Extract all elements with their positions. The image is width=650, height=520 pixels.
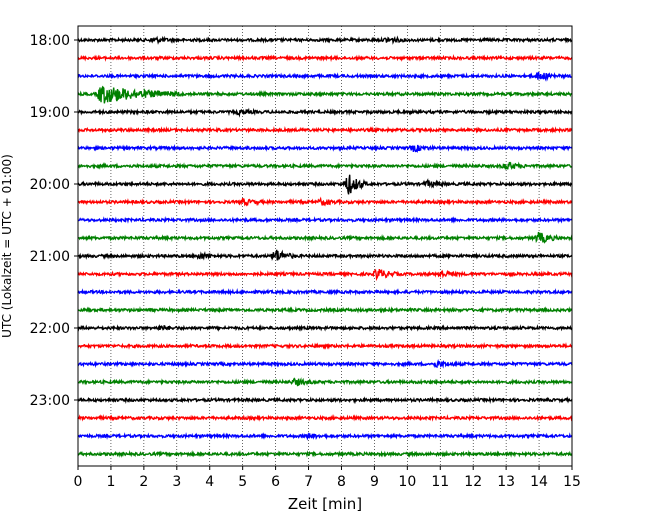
trace-2345 [77,449,573,458]
x-tick-label: 11 [431,474,449,490]
x-tick-label: 13 [497,474,515,490]
plot-frame [77,25,573,467]
x-tick-label: 8 [337,474,346,490]
y-tick-label: 22:00 [30,321,70,337]
grid-layer [110,26,540,466]
trace-2130 [77,288,573,296]
trace-2015 [77,196,573,207]
trace-1945 [77,161,573,170]
y-tick-label: 23:00 [30,393,70,409]
trace-1900 [77,107,573,118]
x-tick-label: 1 [106,474,115,490]
trace-1800 [77,35,573,45]
x-tick-label: 14 [530,474,548,490]
x-tick-label: 10 [398,474,416,490]
trace-2100 [77,249,573,261]
x-tick-label: 0 [74,474,83,490]
x-tick-label: 2 [139,474,148,490]
trace-2245 [77,377,573,387]
x-tick-label: 9 [370,474,379,490]
y-tick-label: 19:00 [30,105,70,121]
y-tick-label: 20:00 [30,177,70,193]
trace-2330 [77,431,573,441]
x-tick-label: 12 [464,474,482,490]
trace-2145 [77,306,573,315]
trace-2315 [77,414,573,422]
y-axis-label: UTC (Lokalzeit = UTC + 01:00) [0,154,14,338]
trace-2045 [77,231,573,244]
x-tick-label: 4 [205,474,214,490]
y-axis-ticks: 18:00 19:00 20:00 21:00 22:00 23:00 [30,33,78,409]
x-axis-ticks: 0 1 2 3 4 5 6 7 8 9 10 11 12 13 14 15 [74,466,581,490]
trace-2215 [77,342,573,350]
y-tick-label: 18:00 [30,33,70,49]
trace-1930 [77,143,573,154]
trace-2030 [77,216,573,224]
x-axis-label: Zeit [min] [288,495,362,513]
trace-layer [77,35,573,458]
trace-2115 [77,268,573,282]
trace-1815 [77,54,573,63]
x-tick-label: 6 [271,474,280,490]
trace-2200 [77,324,573,332]
y-tick-label: 21:00 [30,249,70,265]
trace-1845 [77,85,573,104]
x-tick-label: 15 [563,474,581,490]
x-tick-label: 5 [238,474,247,490]
trace-2230 [77,358,573,369]
x-tick-label: 3 [172,474,181,490]
trace-2300 [77,396,573,405]
trace-1830 [77,71,573,82]
trace-1915 [77,126,573,134]
x-tick-label: 7 [304,474,313,490]
trace-2000 [77,174,573,195]
